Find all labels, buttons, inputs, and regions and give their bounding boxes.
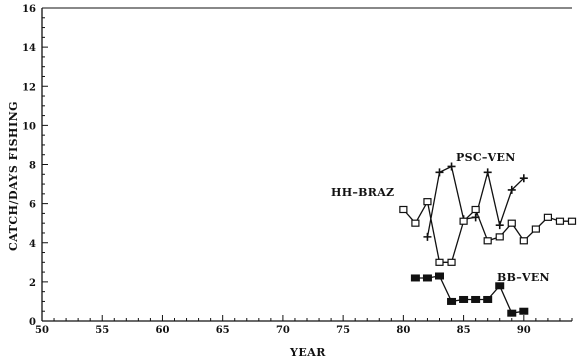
series-bb-ven [410,272,529,317]
data-point-marker [495,282,505,290]
data-point-marker [447,258,456,266]
y-tick-label: 14 [22,43,36,54]
series-label-psc-ven: PSC–VEN [456,151,516,164]
x-tick-label: 85 [457,325,471,336]
data-point-marker [435,258,444,266]
data-point-marker [555,217,565,225]
data-point-marker [423,198,432,206]
series-label-bb-ven: BB–VEN [497,271,550,284]
data-point-marker [483,237,492,245]
y-tick-label: 6 [29,200,36,211]
y-tick-label: 0 [29,317,36,328]
data-point-marker [495,221,504,230]
data-point-marker [411,219,420,227]
y-tick-label: 10 [22,121,36,132]
data-point-marker [567,217,577,225]
series-layer [399,162,577,317]
series-psc-ven [423,162,528,241]
data-point-marker [410,274,420,282]
data-point-marker [483,295,493,303]
x-tick-label: 60 [155,325,169,336]
data-point-marker [495,233,504,241]
y-tick-label: 8 [29,161,36,172]
y-axis: 0 2 4 6 8 10 12 14 16 [22,4,48,328]
data-point-marker [435,168,444,177]
data-point-marker [471,205,480,214]
data-point-marker [423,232,432,241]
series-hh-braz [399,198,577,266]
y-tick-label: 12 [22,82,36,93]
data-point-marker [422,274,432,282]
data-point-marker [447,162,456,171]
series-label-hh-braz: HH–BRAZ [331,186,394,199]
data-point-marker [483,168,492,177]
y-axis-title: CATCH/DAYS FISHING [7,101,20,251]
data-point-marker [519,174,528,183]
data-point-marker [471,295,481,303]
data-point-marker [507,219,516,227]
y-tick-label: 4 [29,239,36,250]
x-axis-title: YEAR [289,346,326,359]
x-tick-label: 55 [95,325,109,336]
plot-frame [41,7,572,322]
x-tick-label: 50 [35,325,49,336]
x-tick-label: 80 [396,325,410,336]
data-point-marker [435,272,444,280]
data-point-marker [459,217,468,225]
data-point-marker [447,297,457,305]
data-point-marker [399,205,408,214]
x-tick-label: 65 [216,325,230,336]
data-point-marker [507,309,517,317]
y-tick-label: 16 [22,4,36,15]
data-point-marker [519,307,529,315]
x-axis: 50 55 60 65 70 75 80 85 90 [35,315,573,336]
x-tick-label: 75 [336,325,350,336]
data-point-marker [507,185,516,194]
series-labels: PSC–VEN HH–BRAZ BB–VEN [331,151,550,284]
x-tick-label: 90 [517,325,531,336]
series-line-bb-ven [415,275,524,314]
data-point-marker [531,225,540,233]
y-tick-label: 2 [29,278,36,289]
data-point-marker [459,295,469,303]
data-point-marker [519,237,528,245]
data-point-marker [543,213,553,221]
x-tick-label: 70 [276,325,290,336]
